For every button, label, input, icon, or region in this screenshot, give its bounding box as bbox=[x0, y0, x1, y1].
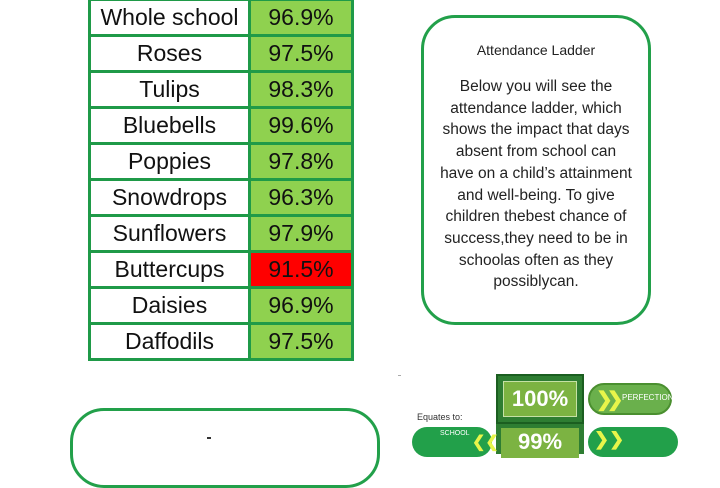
table-row: Daisies 96.9% bbox=[88, 286, 354, 325]
ladder-step-100-value: 100% bbox=[503, 381, 577, 417]
table-row: Bluebells 99.6% bbox=[88, 106, 354, 145]
attendance-table: Whole school 96.9% Roses 97.5% Tulips 98.3% Bl… bbox=[88, 0, 354, 361]
class-name-cell: Bluebells bbox=[88, 106, 251, 145]
ladder-tick bbox=[398, 375, 401, 376]
perfection-pill: ❯❯ PERFECTION bbox=[588, 383, 674, 415]
table-row: Roses 97.5% bbox=[88, 34, 354, 73]
school-label: SCHOOL bbox=[440, 430, 470, 437]
attendance-percent-cell: 99.6% bbox=[248, 106, 354, 145]
info-box-title: Attendance Ladder bbox=[476, 42, 596, 58]
school-pill: SCHOOL ❮❮ bbox=[412, 427, 499, 457]
class-name-cell: Snowdrops bbox=[88, 178, 251, 217]
chevron-right-icon: ❯❯ bbox=[596, 389, 623, 411]
chevron-left-icon: ❮❮ bbox=[472, 434, 499, 451]
class-name-cell: Buttercups bbox=[88, 250, 251, 289]
attendance-percent-cell: 96.9% bbox=[248, 286, 354, 325]
ladder-step-100: 100% bbox=[496, 374, 584, 424]
table-row: Tulips 98.3% bbox=[88, 70, 354, 109]
table-row: Buttercups 91.5% bbox=[88, 250, 354, 289]
attendance-percent-cell: 91.5% bbox=[248, 250, 354, 289]
ladder-right-pill: ❯❯ bbox=[588, 427, 678, 457]
class-name-cell: Sunflowers bbox=[88, 214, 251, 253]
perfection-label: PERFECTION bbox=[622, 393, 674, 402]
ladder-step-99-value: 99% bbox=[501, 428, 579, 458]
bottom-box-mark bbox=[207, 437, 211, 439]
class-name-cell: Roses bbox=[88, 34, 251, 73]
attendance-percent-cell: 97.8% bbox=[248, 142, 354, 181]
table-row: Poppies 97.8% bbox=[88, 142, 354, 181]
table-row: Snowdrops 96.3% bbox=[88, 178, 354, 217]
table-row: Whole school 96.9% bbox=[88, 0, 354, 37]
class-name-cell: Daffodils bbox=[88, 322, 251, 361]
table-row: Sunflowers 97.9% bbox=[88, 214, 354, 253]
equates-label: Equates to: bbox=[417, 412, 463, 422]
attendance-percent-cell: 97.9% bbox=[248, 214, 354, 253]
ladder-step-99: 99% bbox=[496, 424, 584, 458]
attendance-percent-cell: 96.9% bbox=[248, 0, 354, 37]
class-name-cell: Tulips bbox=[88, 70, 251, 109]
table-row: Daffodils 97.5% bbox=[88, 322, 354, 361]
attendance-percent-cell: 97.5% bbox=[248, 34, 354, 73]
attendance-percent-cell: 98.3% bbox=[248, 70, 354, 109]
info-box-body: Below you will see the attendance ladder… bbox=[440, 78, 632, 291]
class-name-cell: Poppies bbox=[88, 142, 251, 181]
attendance-percent-cell: 97.5% bbox=[248, 322, 354, 361]
class-name-cell: Daisies bbox=[88, 286, 251, 325]
attendance-ladder-info-box: Attendance Ladder Below you will see the… bbox=[421, 15, 651, 325]
bottom-info-box bbox=[70, 408, 380, 488]
class-name-cell: Whole school bbox=[88, 0, 251, 37]
attendance-percent-cell: 96.3% bbox=[248, 178, 354, 217]
